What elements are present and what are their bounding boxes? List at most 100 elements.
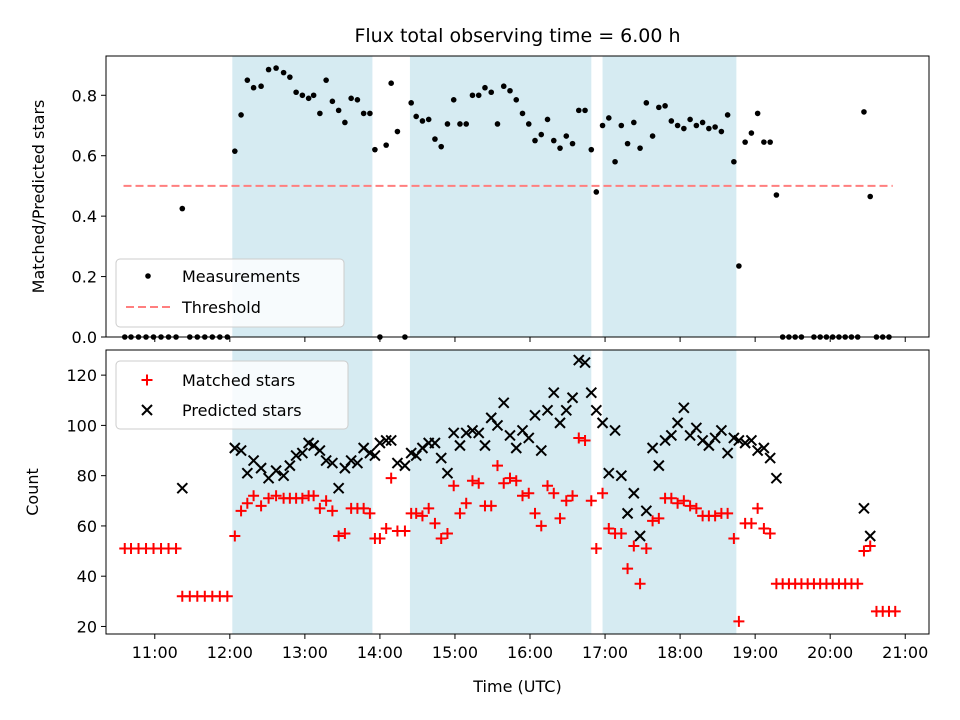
measurement-point — [557, 145, 563, 151]
matched-star-point — [314, 502, 326, 514]
matched-star-point — [603, 522, 615, 534]
measurement-point — [754, 110, 761, 117]
matched-star-point — [485, 500, 497, 512]
predicted-star-point — [758, 442, 770, 454]
measurement-point — [544, 116, 551, 123]
top-plot-frame — [105, 55, 930, 338]
predicted-star-point — [454, 439, 466, 452]
matched-star-point — [221, 590, 233, 602]
measurement-point — [761, 139, 767, 145]
predicted-star-point — [764, 452, 776, 464]
matched-star-point — [758, 522, 770, 534]
predicted-star-point — [590, 404, 603, 417]
predicted-star-point — [573, 354, 585, 366]
matched-star-point — [333, 530, 345, 542]
predicted-star-point — [721, 447, 734, 459]
matched-star-point — [852, 578, 864, 590]
measurement-point — [457, 121, 463, 127]
predicted-star-point — [374, 437, 386, 449]
measurement-point — [232, 148, 238, 154]
bottom-y-tick-label: 40 — [77, 567, 97, 586]
measurement-point — [618, 122, 625, 129]
legend-matched-marker — [141, 374, 153, 386]
predicted-star-point — [466, 424, 479, 437]
predicted-star-point — [473, 427, 485, 439]
measurement-point — [693, 122, 700, 129]
matched-star-point — [460, 497, 472, 509]
bottom-x-tick-label: 11:00 — [132, 643, 178, 662]
measurement-point — [767, 139, 773, 145]
measurement-point — [388, 80, 394, 86]
top-y-tick-label: 0.4 — [72, 207, 97, 226]
matched-star-point — [364, 507, 376, 519]
top-y-tick-label: 0.0 — [72, 328, 97, 347]
measurement-point — [624, 140, 631, 147]
measurement-point — [367, 110, 373, 117]
top-y-tick-label: 0.8 — [72, 86, 97, 105]
bottom-plot-frame — [105, 349, 930, 635]
measurement-point — [179, 205, 186, 212]
measurement-point — [649, 133, 656, 139]
bottom-legend: Matched stars Predicted stars — [115, 360, 349, 430]
matched-star-point — [567, 490, 579, 502]
predicted-star-point — [733, 434, 745, 447]
matched-star-point — [554, 512, 566, 524]
predicted-star-point — [176, 482, 189, 494]
measurement-point — [867, 193, 874, 200]
predicted-star-point — [290, 449, 302, 462]
measurement-point — [599, 122, 606, 129]
measurement-point — [444, 121, 451, 127]
predicted-star-point — [858, 502, 870, 515]
measurement-point — [310, 92, 317, 99]
matched-star-point — [622, 563, 634, 575]
predicted-star-point — [435, 452, 447, 464]
predicted-star-point — [566, 392, 579, 404]
measurement-point — [250, 84, 257, 91]
matched-star-point — [597, 487, 609, 499]
measurement-point — [582, 107, 588, 114]
predicted-star-point — [739, 437, 751, 449]
measurement-point — [469, 92, 476, 99]
matched-star-point — [523, 487, 535, 499]
predicted-star-point — [332, 482, 345, 494]
predicted-star-point — [441, 467, 454, 479]
measurement-point — [335, 107, 342, 114]
bottom-y-tick-label: 100 — [66, 416, 97, 435]
measurement-point — [293, 89, 299, 96]
predicted-star-point — [529, 409, 541, 422]
matched-star-point — [263, 492, 275, 504]
matched-star-point — [628, 540, 640, 552]
predicted-star-point — [640, 505, 653, 517]
measurement-point — [317, 110, 323, 117]
matched-star-point — [385, 472, 397, 484]
matched-star-point — [548, 487, 560, 499]
predicted-star-point — [541, 404, 554, 417]
matched-star-point — [416, 510, 428, 522]
matched-star-point — [529, 507, 541, 519]
matched-star-point — [665, 492, 677, 504]
count-points — [119, 354, 901, 627]
measurement-point — [383, 142, 389, 148]
measurement-point — [513, 97, 520, 103]
measurement-point — [575, 107, 582, 114]
top-y-ticks: 0.0 0.2 0.4 0.6 0.8 — [72, 86, 106, 347]
matched-star-point — [270, 490, 282, 502]
measurement-point — [408, 100, 414, 106]
measurement-point — [637, 145, 643, 151]
bottom-x-tick-label: 15:00 — [432, 643, 478, 662]
measurement-point — [731, 158, 737, 165]
top-observing-windows — [232, 56, 737, 337]
predicted-star-point — [690, 422, 703, 434]
measurement-point — [706, 125, 712, 132]
predicted-star-point — [498, 397, 510, 409]
matched-star-point — [858, 545, 870, 557]
measurement-point — [280, 69, 287, 76]
matched-star-point — [429, 517, 441, 529]
measurement-point — [519, 110, 526, 117]
top-x-ticks — [154, 337, 906, 342]
predicted-star-point — [634, 530, 646, 542]
measurement-point — [432, 136, 438, 142]
matched-star-point — [542, 480, 554, 492]
measurement-point — [342, 119, 348, 126]
